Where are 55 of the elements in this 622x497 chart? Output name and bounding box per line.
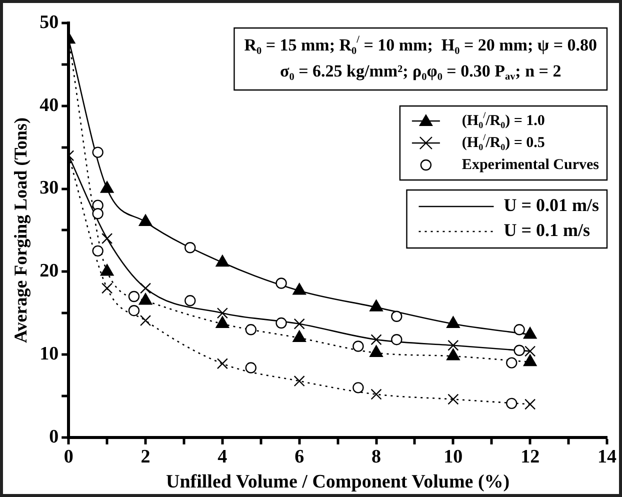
- point: [276, 278, 287, 289]
- point: [352, 340, 364, 352]
- point: [391, 334, 402, 346]
- point: [184, 295, 196, 306]
- annotation: R₀ = 15 mm; R₀/ = 10 mm; H₀ = 20 mm; ψ = 0.80: [244, 34, 598, 54]
- point: [294, 375, 305, 387]
- point: [92, 146, 104, 158]
- y-axis-title: Average Forging Load (Tons): [10, 117, 30, 343]
- point: [448, 394, 459, 405]
- point: [524, 346, 536, 357]
- point: [514, 324, 525, 336]
- x-tick-label: 10: [444, 446, 463, 468]
- point: [276, 317, 287, 329]
- x-axis-title: Unfilled Volume / Component Volume (%): [166, 472, 510, 493]
- x-tick-label: 12: [520, 446, 540, 468]
- y-tick-label: 40: [40, 94, 59, 116]
- point: [92, 208, 104, 220]
- point: [370, 334, 382, 346]
- point: [140, 314, 152, 326]
- point: [370, 388, 382, 400]
- y-tick-label: 50: [40, 12, 59, 33]
- point: [506, 398, 518, 410]
- point: [140, 282, 152, 294]
- point: [128, 290, 140, 302]
- y-tick-label: 30: [40, 178, 59, 199]
- point: [514, 344, 525, 356]
- point: [102, 232, 113, 244]
- point: [92, 245, 104, 257]
- legend-label: (H₀//R₀) = 0.5: [462, 132, 545, 151]
- point: [294, 318, 305, 330]
- y-tick-label: 20: [40, 260, 59, 282]
- point: [184, 242, 196, 254]
- x-tick-label: 0: [64, 446, 74, 468]
- legend-label: U = 0.1 m/s: [504, 220, 590, 240]
- x-tick-label: 8: [372, 446, 382, 468]
- point: [102, 282, 113, 294]
- point: [128, 304, 140, 316]
- point: [506, 357, 518, 368]
- y-tick-label: 10: [40, 343, 59, 364]
- x-tick-label: 14: [598, 446, 617, 468]
- legend-label: U = 0.01 m/s: [504, 195, 600, 216]
- point: [391, 310, 402, 322]
- x-tick-label: 6: [294, 446, 304, 468]
- point: [448, 340, 459, 351]
- x-tick-label: 4: [218, 446, 228, 468]
- point: [245, 362, 256, 374]
- point: [352, 382, 364, 394]
- point: [524, 398, 536, 410]
- point: [245, 324, 256, 336]
- point: [216, 308, 228, 319]
- y-tick-label: 0: [49, 426, 59, 448]
- point: [216, 358, 228, 370]
- legend-label: Experimental Curves: [462, 156, 600, 173]
- x-tick-label: 2: [140, 446, 150, 468]
- legend-label: (H₀//R₀) = 1.0: [462, 110, 545, 129]
